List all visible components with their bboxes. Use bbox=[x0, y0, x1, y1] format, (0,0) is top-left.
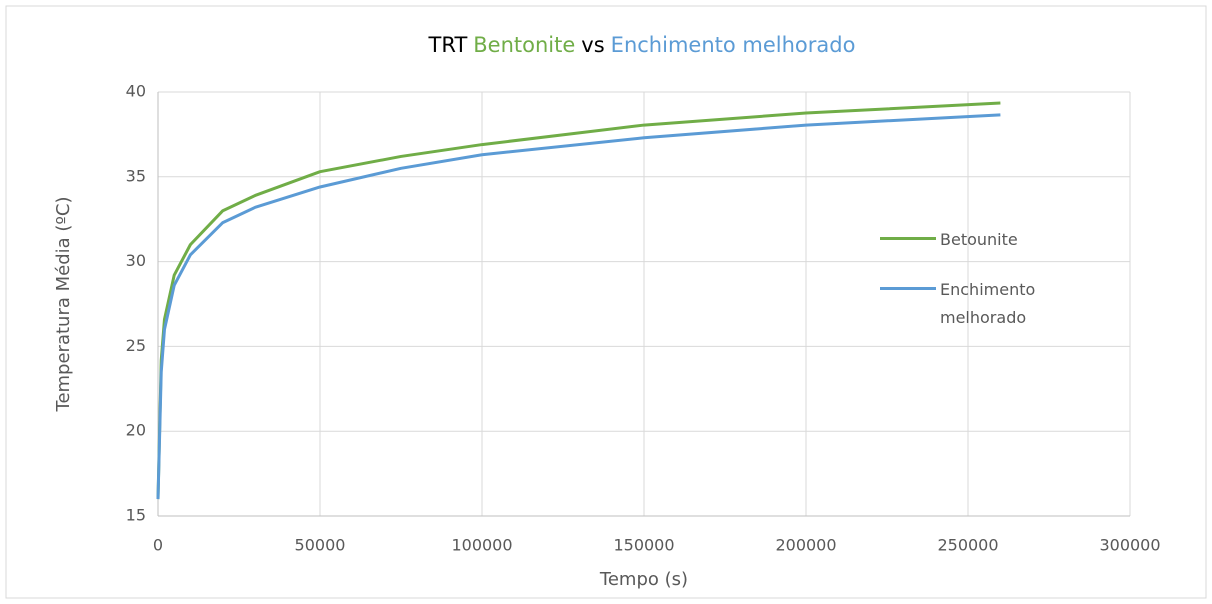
y-tick-label: 30 bbox=[126, 251, 146, 270]
title-part: TRT bbox=[428, 33, 468, 57]
y-tick-label: 35 bbox=[126, 166, 146, 185]
legend-item: Betounite bbox=[880, 226, 1080, 254]
chart-border bbox=[5, 5, 1207, 599]
y-axis-label: Temperatura Média (ºC) bbox=[53, 197, 74, 413]
legend-swatch bbox=[880, 287, 936, 290]
legend-item: Enchimento melhorado bbox=[880, 276, 1080, 332]
x-tick-label: 300000 bbox=[1099, 536, 1160, 555]
title-part: Enchimento melhorado bbox=[611, 33, 856, 57]
x-tick-label: 0 bbox=[153, 536, 163, 555]
x-axis-label: Tempo (s) bbox=[599, 569, 688, 590]
legend-label: Enchimento melhorado bbox=[940, 280, 1036, 327]
y-tick-label: 40 bbox=[126, 82, 146, 101]
x-tick-label: 100000 bbox=[451, 536, 512, 555]
legend: Betounite Enchimento melhorado bbox=[880, 226, 1080, 354]
x-tick-label: 50000 bbox=[295, 536, 346, 555]
series-line bbox=[156, 101, 1001, 500]
chart-title: TRT Bentonite vs Enchimento melhorado bbox=[428, 33, 856, 57]
title-part: vs bbox=[581, 33, 604, 57]
series-line bbox=[156, 113, 1001, 500]
x-tick-label: 150000 bbox=[613, 536, 674, 555]
legend-swatch bbox=[880, 237, 936, 240]
title-part: Bentonite bbox=[473, 33, 575, 57]
x-tick-label: 200000 bbox=[775, 536, 836, 555]
y-tick-label: 20 bbox=[126, 421, 146, 440]
y-tick-label: 25 bbox=[126, 336, 146, 355]
x-tick-label: 250000 bbox=[937, 536, 998, 555]
y-tick-label: 15 bbox=[126, 506, 146, 525]
legend-label: Betounite bbox=[940, 230, 1018, 249]
